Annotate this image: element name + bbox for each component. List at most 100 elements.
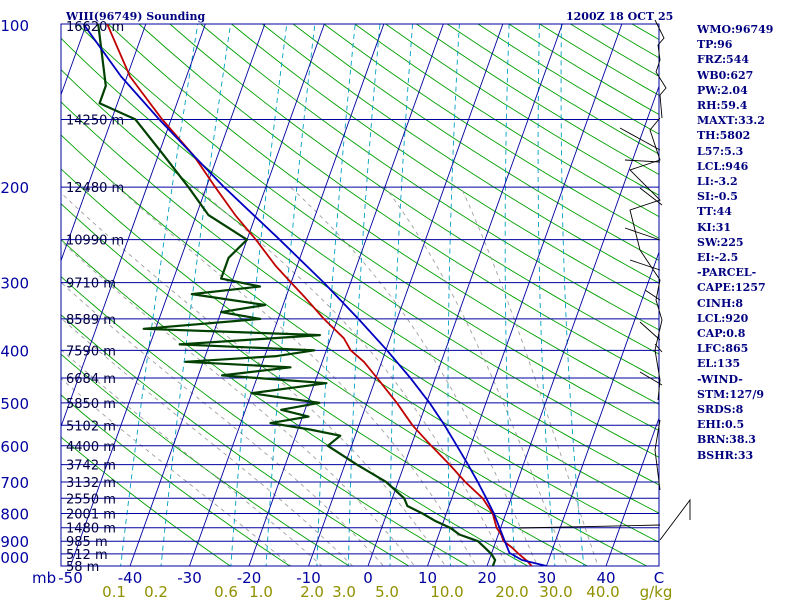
height-label: 5102 m — [66, 419, 116, 434]
moist-adiabat-line — [61, 281, 385, 566]
dry-adiabat-line — [107, 24, 659, 405]
temperature-tick-label: -30 — [177, 569, 202, 587]
index-line: -PARCEL- — [697, 266, 757, 280]
moist-adiabat-line — [61, 377, 292, 566]
dewpoint-profile-line — [97, 24, 497, 566]
isotherms — [61, 24, 659, 566]
isotherm-line — [486, 84, 659, 566]
index-line: CINH:8 — [697, 296, 744, 310]
pressure-tick-label: 200 — [0, 179, 29, 197]
wind-barb — [629, 259, 661, 271]
height-label: 8589 m — [66, 313, 116, 328]
isotherm-line — [427, 24, 623, 566]
height-label: 3132 m — [66, 476, 116, 491]
moist-adiabat-line — [61, 192, 446, 566]
dry-adiabat-line — [61, 314, 410, 566]
height-label: 6684 m — [66, 372, 116, 387]
wind-barb — [644, 289, 661, 301]
sounding-profiles — [82, 24, 547, 566]
index-line: RH:59.4 — [697, 99, 748, 113]
pressure-tick-label: 1000 — [0, 549, 29, 567]
dry-adiabat-line — [61, 37, 659, 458]
temperature-tick-label: 30 — [537, 569, 556, 587]
mixing-ratio-label: 20.0 — [495, 583, 528, 600]
isotherm-line — [308, 24, 504, 566]
mixing-ratio-line — [230, 24, 288, 566]
index-line: LCL:946 — [697, 159, 749, 173]
y-axis-unit-label: mb — [32, 569, 56, 587]
wind-barb — [639, 249, 663, 401]
mixing-ratio-label: 0.6 — [214, 583, 238, 600]
index-line: STM:127/9 — [697, 387, 764, 401]
wind-barb — [619, 127, 661, 151]
dry-adiabat-line — [169, 24, 659, 355]
mixing-ratio-label: 1.0 — [249, 583, 273, 600]
pressure-tick-label: 900 — [0, 533, 29, 551]
moist-adiabat-line — [61, 240, 416, 566]
mixing-ratio-line — [160, 24, 232, 566]
temperature-tick-label: -10 — [296, 569, 321, 587]
height-label: 985 m — [66, 535, 108, 550]
mixing-ratio-line — [537, 24, 556, 566]
index-line: BSHR:33 — [697, 448, 754, 462]
isobars — [60, 23, 660, 567]
mixing-ratio-label: 0.1 — [102, 583, 126, 600]
index-line: LI:-3.2 — [697, 175, 738, 189]
index-line: LFC:865 — [697, 342, 749, 356]
moist-adiabat-line — [61, 349, 323, 566]
wind-barb — [639, 371, 663, 386]
isotherm-line — [546, 250, 659, 566]
pressure-tick-label: 800 — [0, 505, 29, 523]
mixing-ratio-line — [348, 24, 381, 566]
mixing-ratio-line — [120, 24, 199, 566]
index-line: SRDS:8 — [697, 403, 744, 417]
dry-adiabat-line — [77, 24, 659, 432]
temperature-tick-label: -50 — [58, 569, 83, 587]
dry-adiabat-line — [262, 24, 659, 284]
mixing-ratio-label: g/kg — [640, 583, 673, 600]
dry-adiabat-line — [61, 69, 659, 486]
height-label: 2001 m — [66, 507, 116, 522]
pressure-tick-label: 400 — [0, 342, 29, 360]
isotherm-line — [367, 24, 563, 566]
index-line: WB0:627 — [697, 68, 754, 82]
dry-adiabat-line — [61, 394, 291, 566]
pressure-tick-label: 700 — [0, 474, 29, 492]
wind-barb — [654, 343, 663, 353]
chart-title: WIII(96749) Sounding — [65, 10, 205, 23]
chart-datetime: 1200Z 18 OCT 25 — [566, 10, 673, 23]
dry-adiabat-line — [61, 101, 659, 514]
temperature-tick-label: 20 — [477, 569, 496, 587]
isotherm-line — [189, 24, 385, 566]
height-label: 4400 m — [66, 440, 116, 455]
dry-adiabat-line — [61, 353, 351, 566]
mixing-ratio-label: 10.0 — [430, 583, 463, 600]
dry-adiabat-line — [61, 436, 232, 566]
wind-barb — [654, 19, 667, 119]
index-line: PW:2.04 — [697, 83, 748, 97]
chart-labels: 100200300400500600700800900100016620 m14… — [0, 17, 672, 600]
mixing-ratio-label: 2.0 — [300, 583, 324, 600]
temperature-tick-label: 40 — [596, 569, 615, 587]
index-line: WMO:96749 — [697, 23, 774, 36]
height-label: 12480 m — [66, 181, 124, 196]
mixing-ratio-label: 30.0 — [539, 583, 572, 600]
temperature-tick-label: 10 — [418, 569, 437, 587]
moist-adiabat-line — [61, 317, 354, 566]
dry-adiabat-line — [292, 24, 659, 261]
mixing-ratio-line — [316, 24, 356, 566]
plot-frame — [60, 23, 660, 567]
index-line: CAP:0.8 — [697, 327, 746, 341]
mixing-ratio-label: 3.0 — [332, 583, 356, 600]
wind-barb — [639, 321, 661, 341]
height-label: 7590 m — [66, 344, 116, 359]
isotherm-line — [70, 24, 266, 566]
index-line: KI:31 — [697, 220, 732, 234]
index-line: TH:5802 — [697, 129, 751, 143]
moist-adiabat-line — [384, 186, 569, 566]
height-label: 5850 m — [66, 397, 116, 412]
height-label: 3742 m — [66, 459, 116, 474]
index-line: TP:96 — [697, 38, 733, 52]
index-line: TT:44 — [697, 205, 732, 219]
